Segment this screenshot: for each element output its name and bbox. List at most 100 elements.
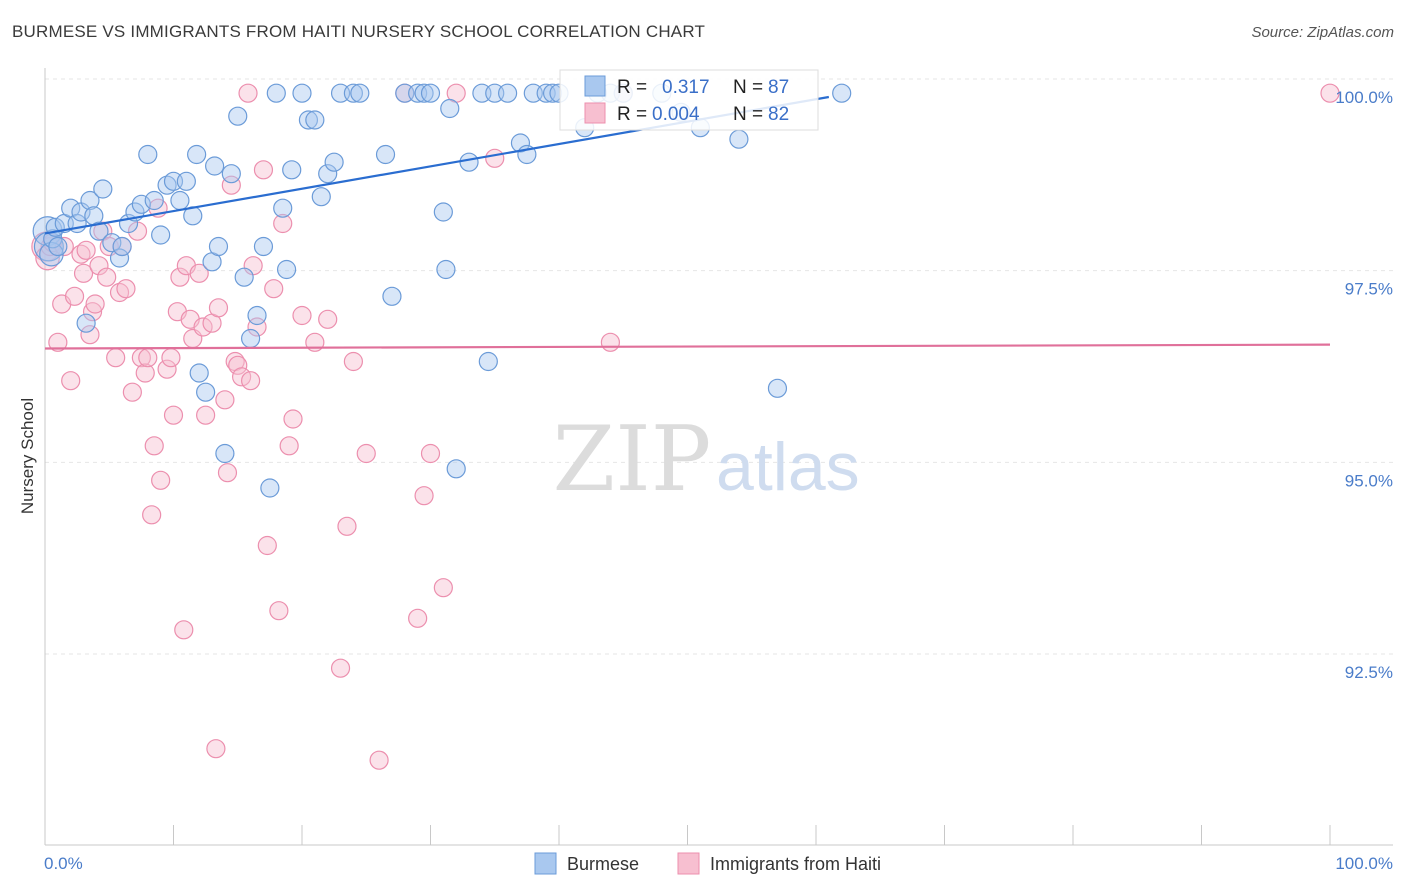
haiti-point <box>157 359 177 379</box>
burmese-point <box>440 98 460 119</box>
haiti-point <box>241 371 261 391</box>
burmese-point <box>260 478 280 498</box>
burmese-point <box>102 233 122 253</box>
haiti-point <box>208 298 229 318</box>
haiti-trend-line <box>44 343 1331 350</box>
stats-legend: R = 0.317 N = 87 R = 0.004 N = 82 <box>559 69 819 131</box>
y-tick-label: 95.0% <box>1345 471 1393 490</box>
burmese-point <box>170 190 190 211</box>
haiti-point <box>144 436 164 456</box>
burmese-point <box>459 152 479 172</box>
burmese-point <box>266 83 286 103</box>
legend-haiti-swatch[interactable] <box>677 852 700 875</box>
burmese-point <box>80 190 100 211</box>
watermark-zip: ZIP <box>553 407 712 512</box>
watermark: ZIP atlas <box>553 407 860 512</box>
burmese-point <box>433 202 453 222</box>
legend-haiti-label[interactable]: Immigrants from Haiti <box>710 854 881 874</box>
burmese-point <box>343 83 363 103</box>
burmese-point <box>187 144 207 165</box>
haiti-point <box>189 263 209 283</box>
burmese-point <box>292 83 312 103</box>
burmese-point <box>305 110 325 130</box>
x-tick-label-left: 0.0% <box>44 854 83 873</box>
burmese-point <box>112 236 132 257</box>
burmese-point <box>510 133 531 153</box>
haiti-point <box>71 244 91 264</box>
burmese-point <box>109 248 130 268</box>
y-tick-label: 97.5% <box>1345 280 1393 299</box>
burmese-point <box>729 129 749 149</box>
burmese-point <box>478 351 498 372</box>
burmese-point <box>253 236 274 257</box>
haiti-point <box>116 279 136 299</box>
haiti-r-value: 0.004 <box>652 104 700 125</box>
burmese-point <box>446 459 466 479</box>
burmese-point <box>498 83 518 103</box>
haiti-point <box>269 601 289 621</box>
burmese-point <box>144 190 164 211</box>
haiti-point <box>89 256 109 276</box>
burmese-point <box>276 259 297 280</box>
haiti-point <box>85 294 105 314</box>
haiti-r-label: R = <box>617 104 647 125</box>
haiti-point <box>420 443 441 464</box>
burmese-point <box>234 267 254 287</box>
haiti-point <box>318 309 338 329</box>
haiti-point <box>142 505 162 525</box>
haiti-point <box>48 332 68 352</box>
burmese-point <box>436 259 456 280</box>
haiti-point <box>337 516 357 536</box>
y-axis-label: Nursery School <box>18 398 37 514</box>
burmese-point <box>414 83 434 103</box>
haiti-point <box>279 436 299 456</box>
burmese-point <box>241 328 261 349</box>
burmese-point <box>832 83 852 103</box>
source-label: Source: ZipAtlas.com <box>1251 24 1394 41</box>
haiti-point <box>228 355 248 375</box>
burmese-point <box>196 382 216 402</box>
haiti-point <box>408 608 428 628</box>
legend-burmese-swatch[interactable] <box>534 852 557 875</box>
burmese-point <box>273 198 293 218</box>
burmese-point <box>76 313 96 333</box>
legend-burmese-label[interactable]: Burmese <box>567 854 639 874</box>
watermark-atlas: atlas <box>716 429 860 505</box>
haiti-point <box>170 267 190 287</box>
y-tick-label: 100.0% <box>1335 88 1393 107</box>
haiti-point <box>76 240 96 260</box>
haiti-point <box>264 279 284 299</box>
burmese-point <box>189 363 209 383</box>
trend-lines <box>44 95 1331 350</box>
haiti-point <box>61 371 81 391</box>
haiti-point <box>1320 83 1340 103</box>
haiti-point <box>54 236 74 257</box>
haiti-point <box>151 470 171 490</box>
haiti-point <box>330 658 351 678</box>
haiti-point <box>283 409 303 429</box>
burmese-point <box>93 179 113 199</box>
haiti-point <box>174 620 194 640</box>
haiti-point <box>221 175 241 195</box>
burmese-point <box>131 194 151 214</box>
burmese-point <box>48 236 68 257</box>
haiti-swatch <box>584 102 606 124</box>
burmese-point <box>311 187 331 207</box>
haiti-n-label: N = <box>733 104 763 125</box>
burmese-point <box>282 160 302 180</box>
haiti-point <box>433 578 453 598</box>
burmese-point <box>228 106 248 126</box>
burmese-point <box>767 378 788 398</box>
haiti-point <box>161 348 181 368</box>
haiti-point <box>414 486 434 506</box>
haiti-point <box>135 363 155 383</box>
burmese-point <box>350 83 370 103</box>
burmese-point <box>298 110 319 130</box>
burmese-r-value: 0.317 <box>662 77 710 98</box>
haiti-point <box>238 83 258 103</box>
burmese-point <box>247 305 267 326</box>
bottom-legend: Burmese Immigrants from Haiti <box>534 852 881 875</box>
haiti-point <box>273 213 293 234</box>
burmese-n-label: N = <box>733 77 763 98</box>
